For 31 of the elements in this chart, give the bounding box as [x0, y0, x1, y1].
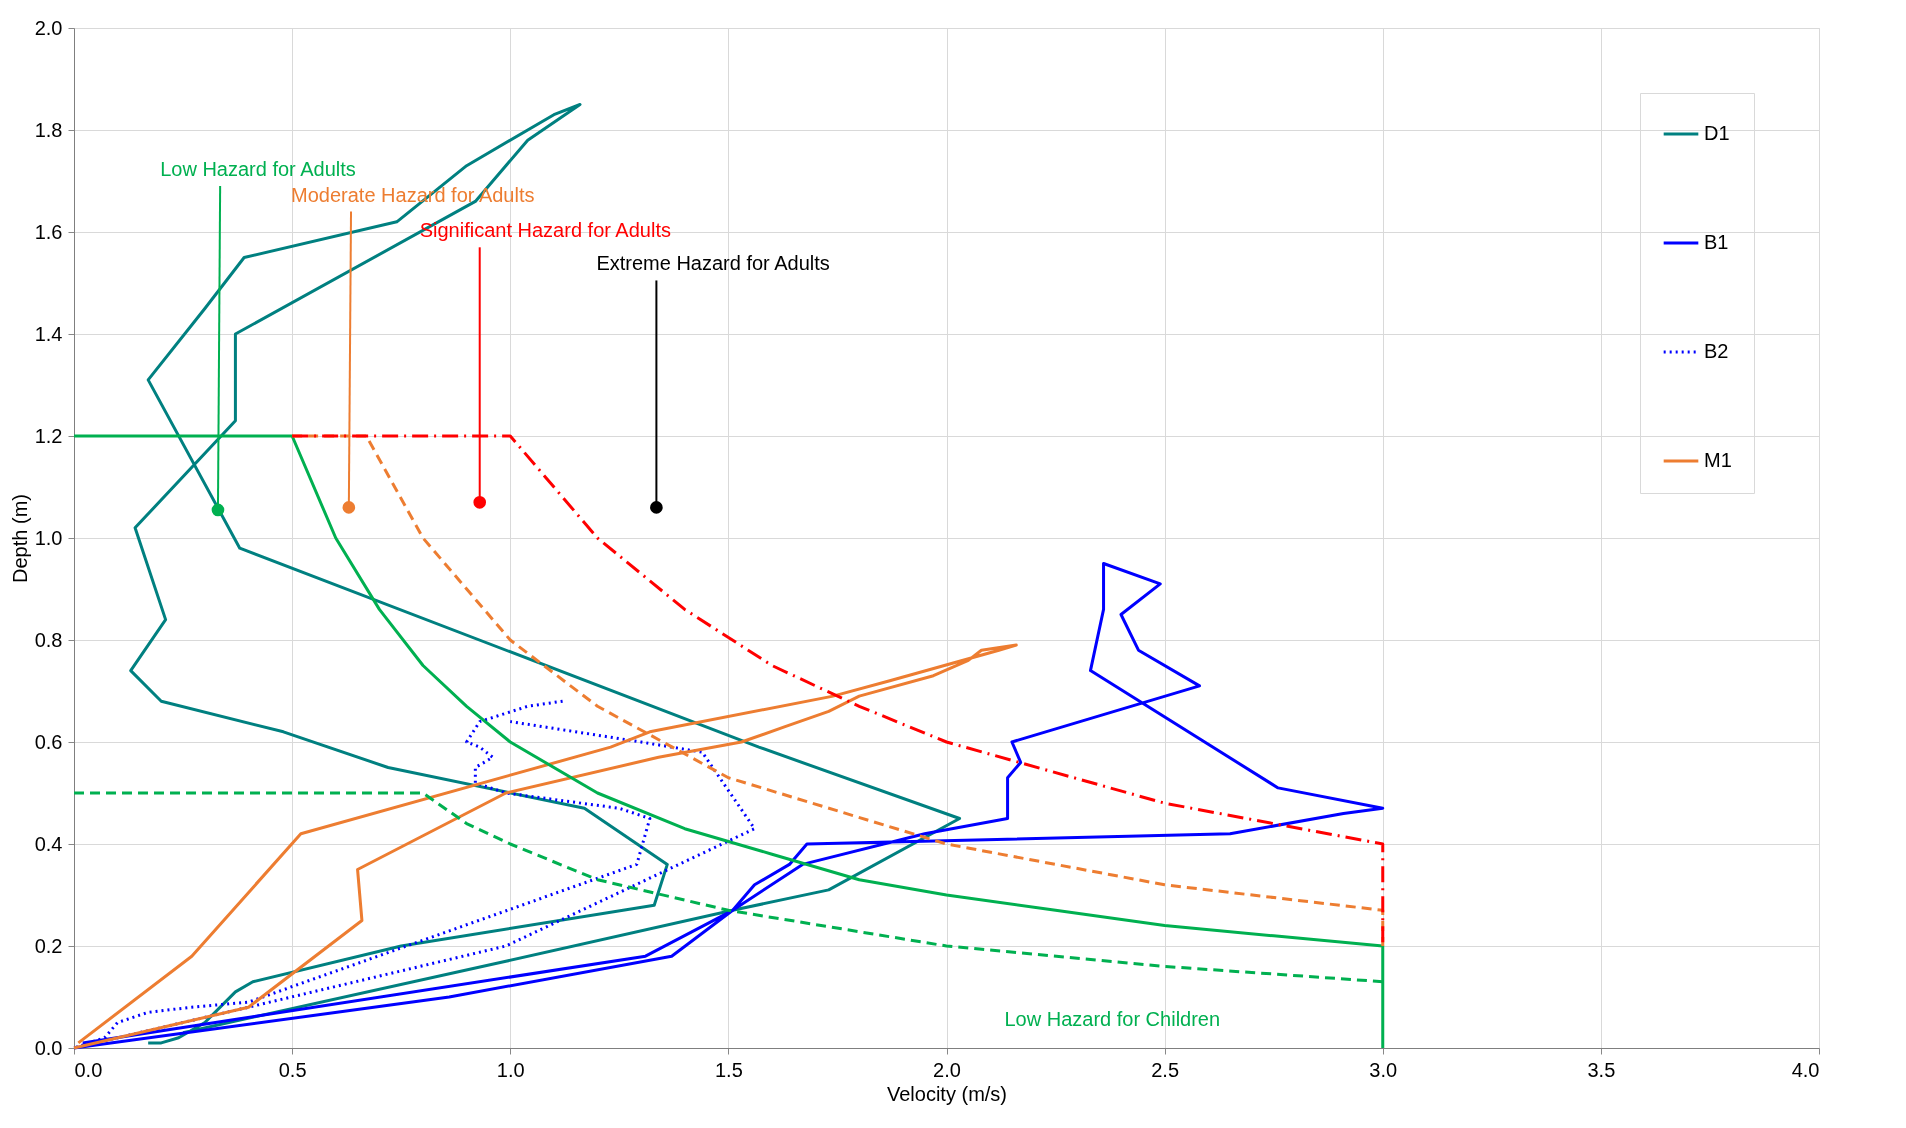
x-tick-label: 0.0	[74, 1058, 103, 1081]
x-tick-label: 2.5	[1151, 1058, 1180, 1081]
y-tick-label: 2.0	[34, 16, 63, 39]
x-tick-label: 1.5	[714, 1058, 743, 1081]
x-axis-title: Velocity (m/s)	[886, 1082, 1008, 1105]
y-tick-label: 0.4	[34, 832, 63, 855]
legend-label: B1	[1704, 231, 1729, 253]
line-series	[129, 103, 962, 1045]
y-tick-label: 1.0	[34, 526, 63, 549]
x-tick-label: 1.0	[496, 1058, 525, 1081]
x-tick-label: 2.0	[933, 1058, 961, 1081]
legend-label: M1	[1704, 449, 1732, 471]
annotation: Significant Hazard for Adults	[419, 219, 671, 242]
legend-label: D1	[1704, 122, 1730, 144]
annotation: Low Hazard for Children	[1004, 1008, 1221, 1030]
y-tick-label: 0.0	[34, 1036, 63, 1059]
x-tick-label: 4.0	[1791, 1058, 1820, 1081]
y-tick-label: 0.6	[34, 730, 63, 753]
annotation: Extreme Hazard for Adults	[596, 252, 830, 275]
x-tick-label: 3.5	[1587, 1058, 1616, 1081]
y-tick-label: 0.8	[34, 628, 63, 651]
y-tick-label: 1.2	[34, 424, 63, 447]
x-tick-label: 3.0	[1369, 1058, 1398, 1081]
x-tick-label: 0.5	[278, 1058, 307, 1081]
y-tick-label: 1.8	[34, 118, 63, 141]
legend-label: B2	[1704, 340, 1729, 362]
y-tick-label: 1.4	[34, 322, 63, 345]
y-tick-label: 0.2	[34, 934, 63, 957]
annotation: Low Hazard for Adults	[160, 158, 356, 181]
y-tick-label: 1.6	[34, 220, 63, 243]
y-axis-title: Depth (m)	[8, 494, 31, 583]
